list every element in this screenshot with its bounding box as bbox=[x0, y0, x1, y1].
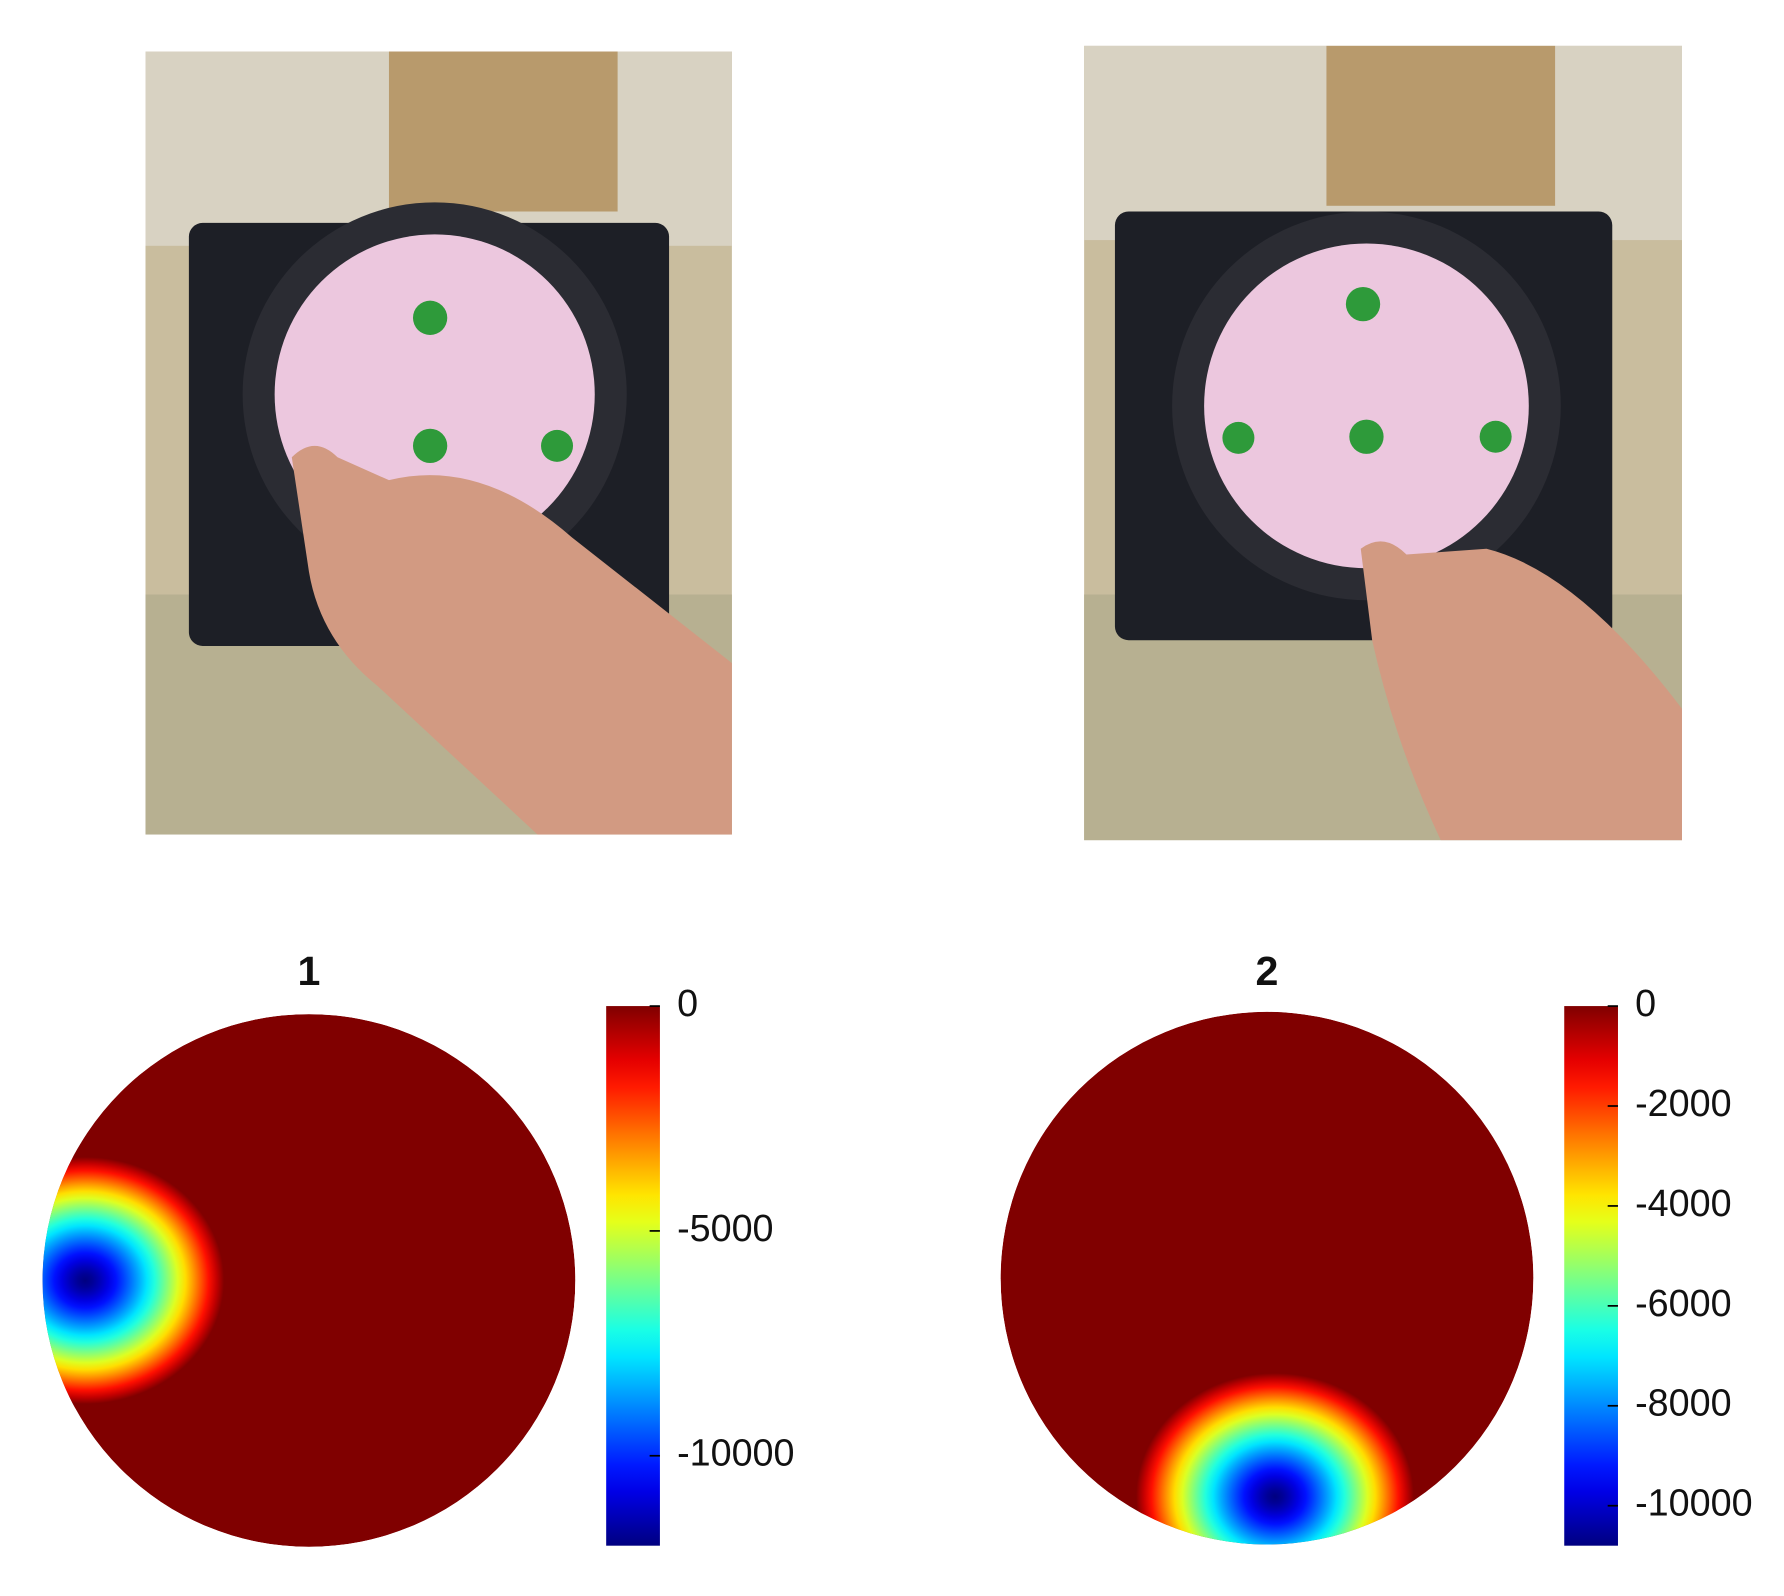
photo bbox=[145, 51, 732, 835]
tick-label: 0 bbox=[677, 982, 698, 1024]
photo bbox=[1084, 45, 1682, 841]
tick-label: -4000 bbox=[1635, 1182, 1731, 1224]
heatmap-disc bbox=[42, 1014, 576, 1547]
tick-label: 0 bbox=[1635, 982, 1656, 1024]
panel-title: 2 bbox=[1256, 948, 1279, 994]
heatmap-disc bbox=[1000, 1011, 1534, 1545]
tick-label: -5000 bbox=[677, 1207, 773, 1249]
disc-background bbox=[1000, 1011, 1534, 1545]
colorbar bbox=[1564, 1006, 1618, 1546]
disc-background bbox=[42, 1014, 576, 1547]
tick-label: -10000 bbox=[1635, 1482, 1752, 1524]
panel-title: 1 bbox=[297, 948, 320, 994]
colorbar bbox=[606, 1006, 660, 1546]
tick-label: -10000 bbox=[677, 1432, 794, 1474]
tick-label: -6000 bbox=[1635, 1282, 1731, 1324]
tick-label: -8000 bbox=[1635, 1382, 1731, 1424]
tick-label: -2000 bbox=[1635, 1082, 1731, 1124]
hotspot bbox=[42, 1143, 240, 1418]
hotspot bbox=[1120, 1359, 1430, 1545]
